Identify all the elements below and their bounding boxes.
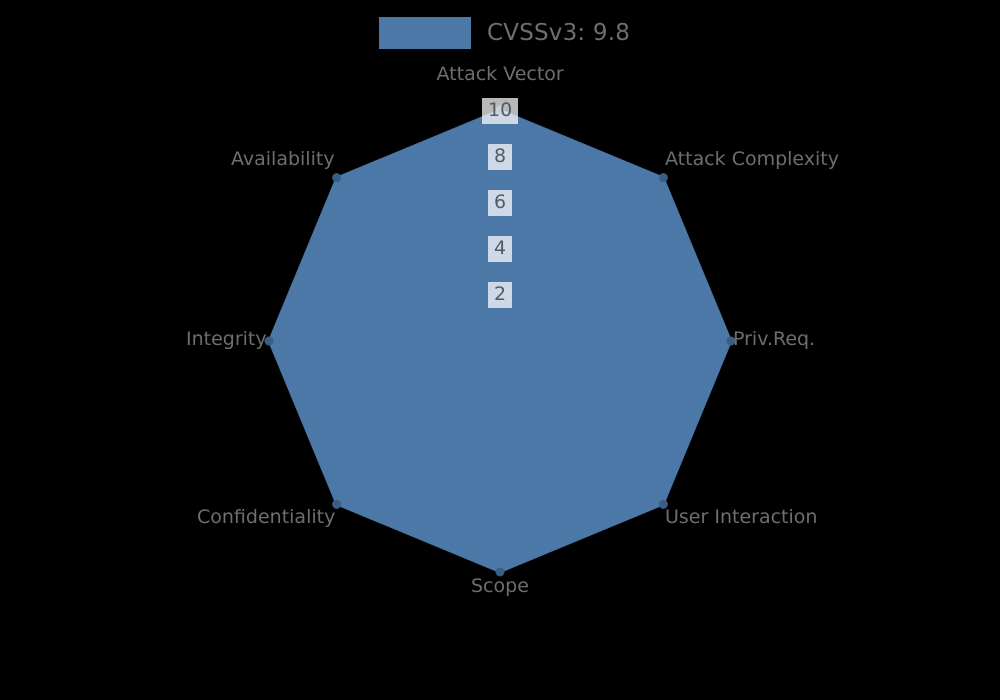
axis-label-priv-req: Priv.Req.: [733, 328, 816, 350]
data-point-marker: [726, 336, 736, 346]
radial-tick-8: 8: [488, 144, 513, 170]
radial-tick-6: 6: [488, 190, 513, 216]
data-point-marker: [264, 336, 274, 346]
radial-tick-10: 10: [482, 98, 519, 124]
legend-color-swatch: [379, 17, 471, 49]
axis-label-scope: Scope: [471, 575, 529, 597]
radial-tick-4: 4: [488, 236, 513, 262]
data-point-marker: [658, 173, 668, 183]
data-point-marker: [495, 567, 505, 577]
axis-label-user-interaction: User Interaction: [665, 506, 818, 528]
radial-tick-2: 2: [488, 282, 513, 308]
data-point-marker: [332, 173, 342, 183]
axis-label-availability: Availability: [231, 148, 335, 170]
data-point-marker: [332, 499, 342, 509]
axis-label-attack-vector: Attack Vector: [436, 63, 564, 85]
axis-label-attack-complexity: Attack Complexity: [665, 148, 840, 170]
legend-label: CVSSv3: 9.8: [487, 19, 631, 46]
axis-label-integrity: Integrity: [186, 328, 267, 350]
chart-legend: CVSSv3: 9.8: [379, 16, 630, 50]
data-point-marker: [658, 499, 668, 509]
axis-label-confidentiality: Confidentiality: [197, 506, 336, 528]
